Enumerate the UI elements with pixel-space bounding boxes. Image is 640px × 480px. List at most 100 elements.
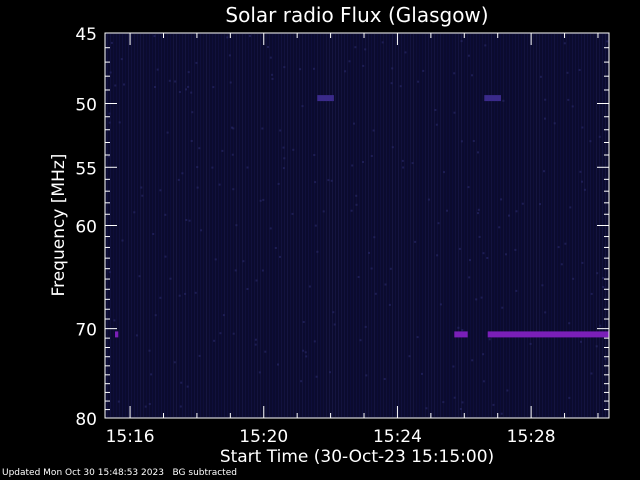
noise-streak [371,34,372,417]
noise-speck [269,227,272,230]
noise-speck [579,170,582,173]
noise-speck [362,64,365,67]
noise-speck [543,170,545,173]
noise-streak [596,34,597,417]
footer-status: Updated Mon Oct 30 15:48:53 2023 BG subt… [2,468,237,479]
noise-speck [581,261,584,264]
noise-streak [302,34,303,417]
noise-streak [197,34,198,417]
noise-speck [110,41,113,44]
noise-streak [593,34,594,417]
noise-speck [391,67,394,70]
noise-speck [246,288,249,290]
noise-speck [302,321,305,323]
noise-streak [239,34,240,417]
noise-speck [185,219,188,221]
y-tick-label: 60 [75,218,97,238]
noise-speck [602,286,605,288]
noise-speck [399,85,402,88]
noise-streak [548,34,549,417]
noise-streak [284,34,285,417]
noise-speck [330,179,333,182]
noise-speck [177,178,180,181]
noise-speck [365,374,368,377]
noise-streak [524,34,525,417]
noise-speck [231,126,233,129]
noise-speck [164,213,167,216]
noise-speck [140,186,143,189]
noise-speck [477,212,479,215]
noise-speck [262,198,265,201]
noise-speck [604,358,607,361]
noise-speck [391,146,394,149]
noise-speck [190,140,193,142]
noise-streak [128,34,129,417]
noise-streak [464,34,465,417]
noise-speck [472,140,475,142]
noise-speck [195,61,198,64]
y-tick-label: 45 [75,25,97,45]
noise-speck [246,166,249,169]
noise-speck [118,121,121,124]
interference-band [487,331,609,338]
noise-speck [154,314,157,317]
noise-speck [229,81,232,84]
noise-speck [198,354,201,357]
noise-streak [320,34,321,417]
noise-speck [259,199,262,202]
noise-streak [536,34,537,417]
noise-speck [370,155,373,157]
noise-speck [235,224,238,227]
noise-speck [108,112,111,115]
noise-speck [168,79,171,82]
noise-speck [374,292,377,295]
noise-streak [305,34,306,417]
noise-speck [460,140,463,143]
noise-streak [263,34,264,417]
noise-streak [212,34,213,417]
noise-speck [179,405,182,408]
noise-speck [234,269,237,272]
noise-speck [480,296,483,299]
noise-streak [125,34,126,417]
noise-streak [437,34,438,417]
noise-speck [181,172,184,175]
noise-speck [500,198,503,201]
noise-speck [316,250,319,253]
noise-speck [578,69,581,71]
noise-streak [266,34,267,417]
noise-speck [308,285,311,288]
noise-speck [452,365,455,368]
noise-streak [140,34,141,417]
noise-speck [213,339,216,342]
x-tick-label: 15:20 [239,427,288,447]
noise-speck [477,208,480,211]
noise-speck [355,203,358,206]
noise-streak [584,34,585,417]
noise-streak [374,34,375,417]
noise-speck [274,247,277,249]
noise-speck [108,271,111,274]
noise-streak [401,34,402,417]
noise-speck [492,403,495,406]
noise-speck [191,111,194,114]
noise-streak [395,34,396,417]
noise-streak [146,34,147,417]
noise-speck [482,353,485,356]
noise-speck [505,253,507,256]
noise-speck [606,40,609,43]
noise-speck [121,239,124,242]
noise-speck [568,396,571,399]
noise-streak [518,34,519,417]
noise-streak [173,34,174,417]
x-axis: 15:16 15:20 15:24 15:28 [106,33,599,447]
noise-streak [488,34,489,417]
noise-speck [327,179,330,182]
noise-speck [271,73,274,76]
noise-speck [218,183,221,186]
interference-band [317,95,334,102]
noise-streak [485,34,486,417]
noise-speck [255,279,258,282]
noise-speck [156,68,159,71]
noise-speck [425,407,428,410]
